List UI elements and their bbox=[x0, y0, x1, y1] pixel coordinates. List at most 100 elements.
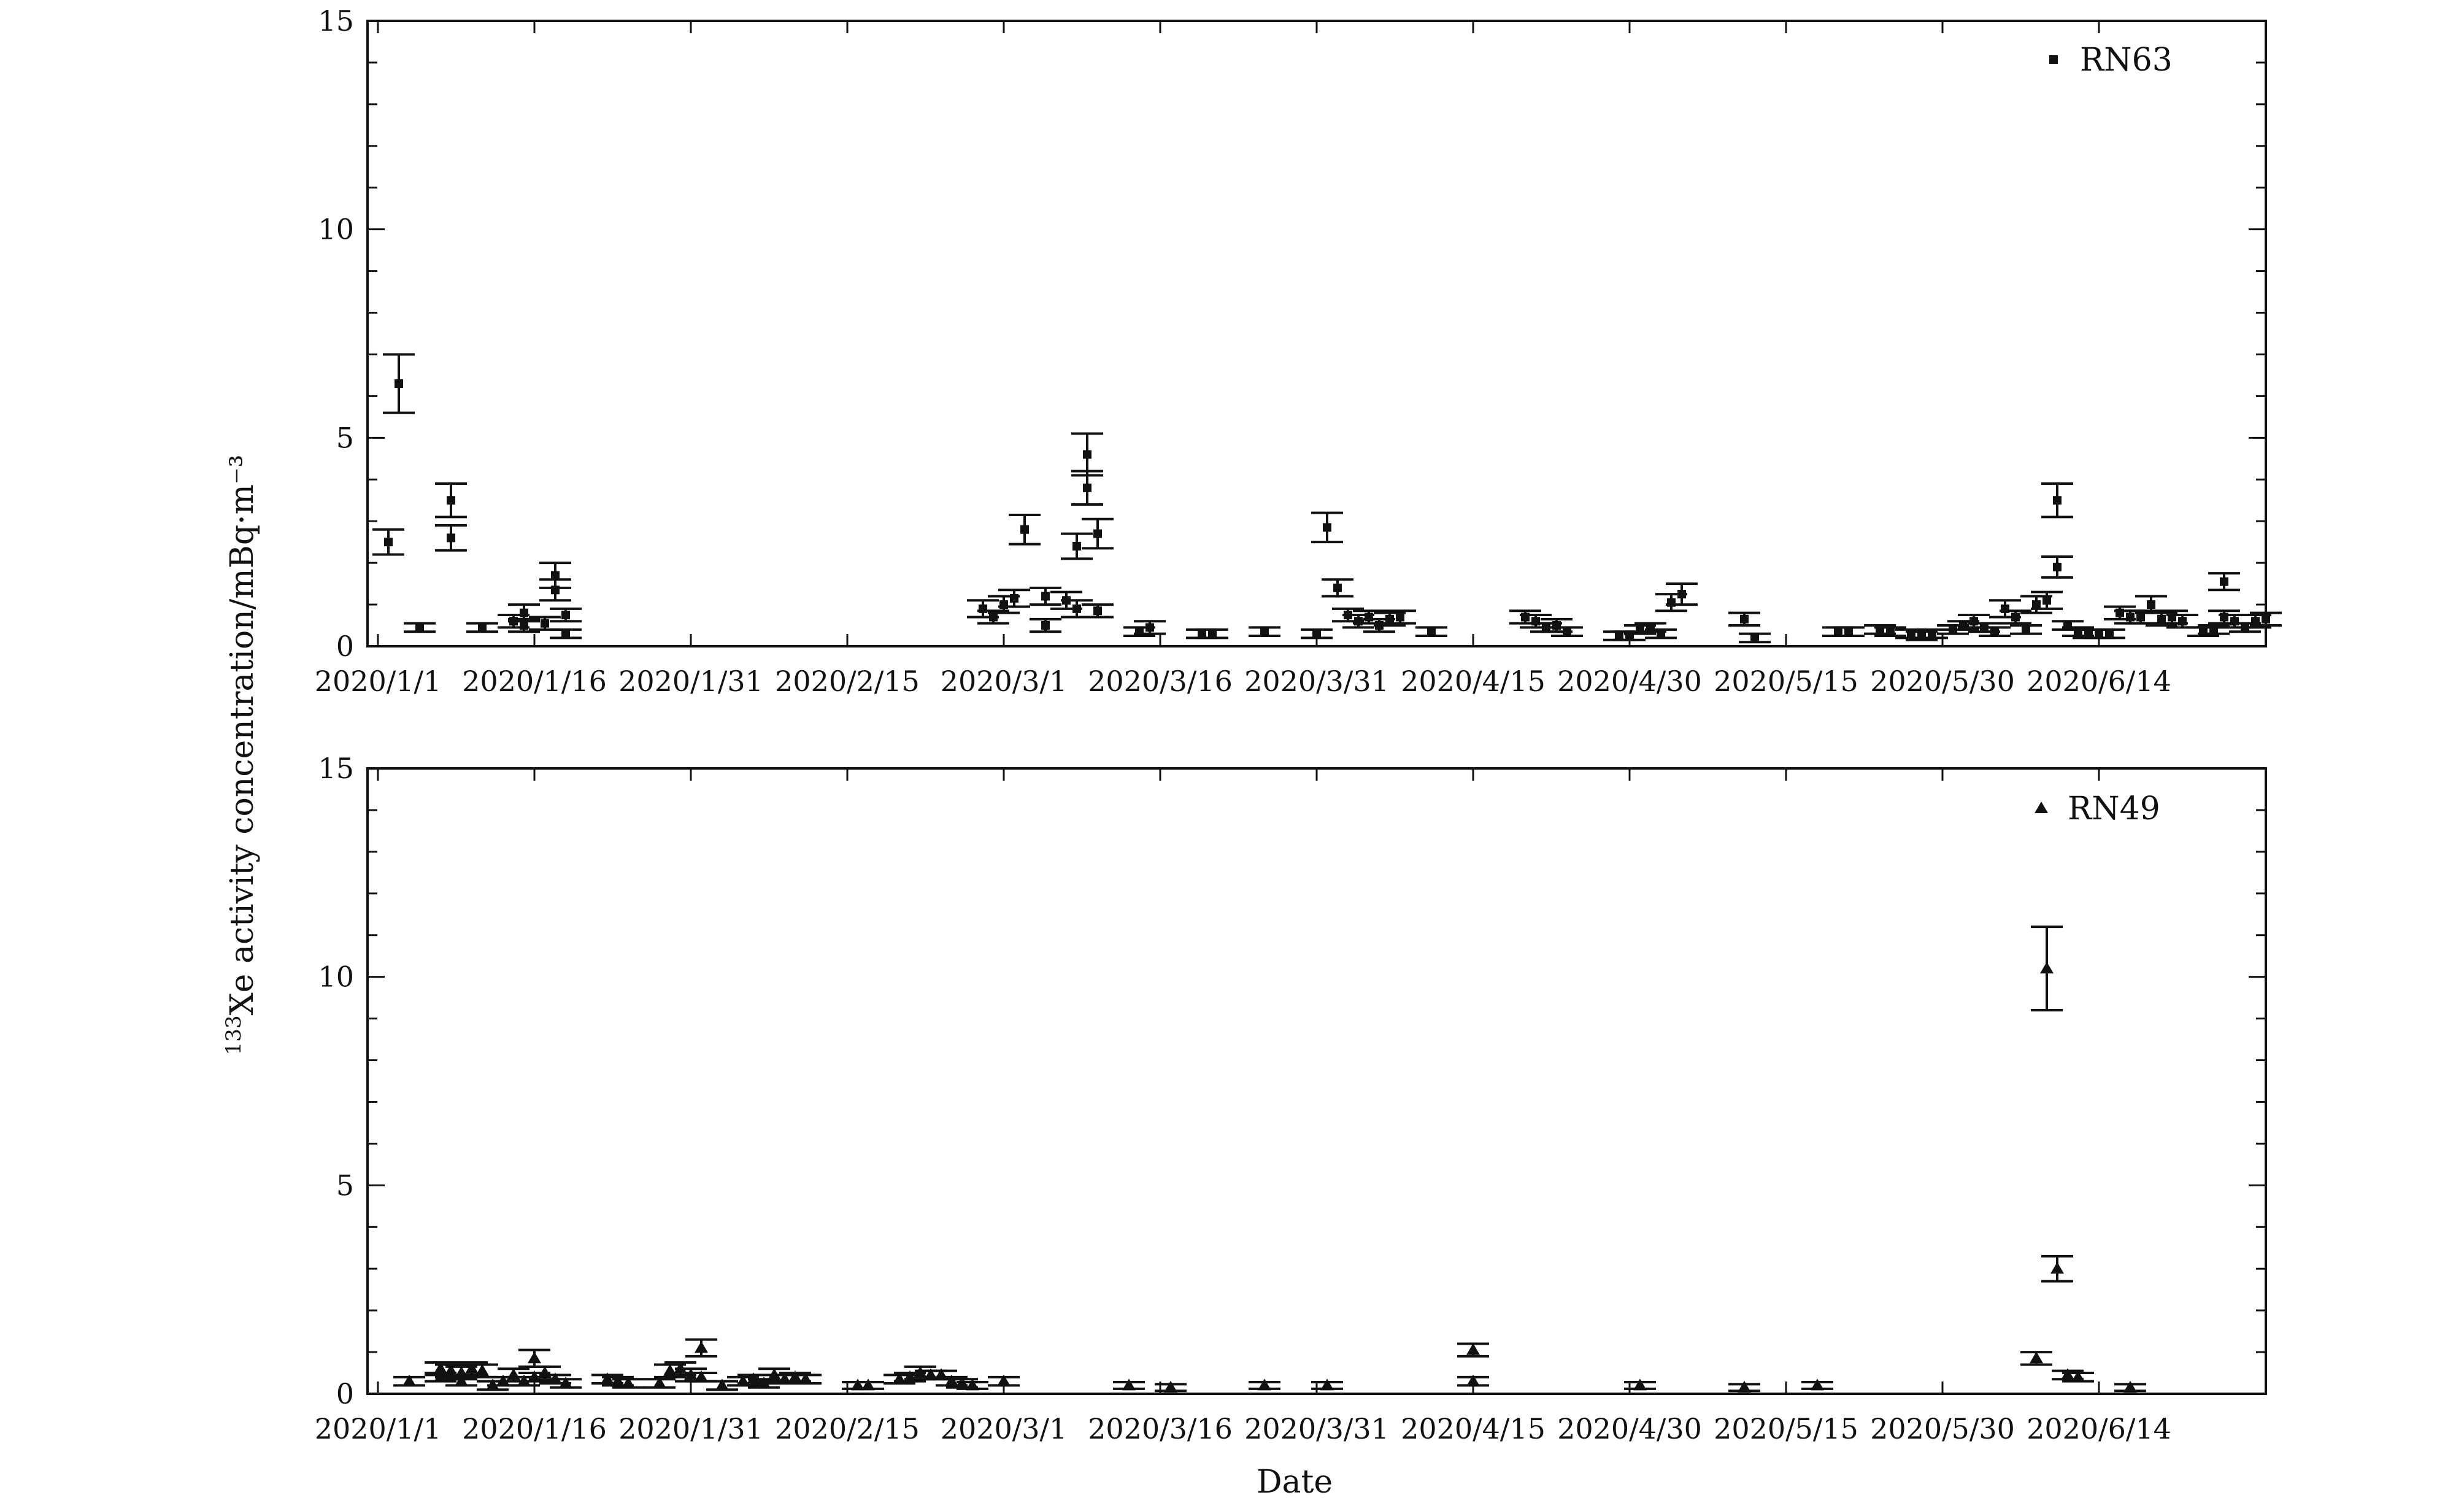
data-point bbox=[1738, 1380, 1751, 1393]
data-point bbox=[1615, 632, 1623, 641]
x-tick-label: 2020/3/31 bbox=[1244, 665, 1389, 698]
data-point bbox=[559, 1377, 572, 1389]
data-point bbox=[1198, 629, 1206, 638]
data-point bbox=[1466, 1374, 1480, 1386]
data-point bbox=[2251, 617, 2260, 626]
data-point bbox=[2220, 577, 2228, 586]
data-point bbox=[2095, 629, 2103, 638]
x-tick-label: 2020/5/15 bbox=[1714, 665, 1858, 698]
data-point bbox=[2011, 613, 2020, 622]
data-point bbox=[447, 496, 455, 505]
panel-rn49: 0 5 10 15 2020/1/1 2020/1/16 2020/1/31 2020/2/1… bbox=[315, 752, 2267, 1445]
data-point bbox=[1164, 1380, 1177, 1393]
data-point bbox=[1633, 1378, 1647, 1391]
data-point bbox=[715, 1378, 729, 1391]
data-point bbox=[2050, 1262, 2064, 1274]
data-point bbox=[1990, 627, 1999, 636]
data-point bbox=[653, 1377, 666, 1389]
data-point bbox=[1333, 583, 1342, 592]
panel-rn63: 0 5 10 15 2020/1/1 2020/1/16 2020/1/31 2020/2/1… bbox=[315, 4, 2282, 698]
data-point bbox=[1657, 629, 1665, 638]
data-point bbox=[1041, 592, 1050, 601]
plot-frame bbox=[366, 20, 2267, 647]
data-point bbox=[2157, 614, 2166, 624]
data-point bbox=[1323, 523, 1331, 532]
data-point bbox=[551, 571, 560, 580]
x-tick-label: 2020/4/30 bbox=[1557, 665, 1702, 698]
data-point bbox=[520, 621, 528, 630]
data-point bbox=[475, 1364, 489, 1376]
x-tick-label: 2020/3/16 bbox=[1088, 1412, 1233, 1445]
data-point bbox=[1072, 541, 1081, 551]
y-tick-label: 15 bbox=[318, 752, 354, 785]
legend-marker bbox=[2035, 802, 2048, 813]
data-point bbox=[455, 1374, 468, 1386]
data-point bbox=[1083, 450, 1091, 459]
data-point bbox=[447, 533, 455, 543]
x-tick-label: 2020/3/31 bbox=[1244, 1412, 1389, 1445]
x-tick-label: 2020/1/1 bbox=[315, 1412, 442, 1445]
x-tick-label: 2020/1/31 bbox=[618, 665, 763, 698]
data-point bbox=[2123, 1380, 2137, 1393]
data-point bbox=[561, 611, 570, 620]
data-point bbox=[395, 379, 403, 388]
y-axis-title: 133Xe activity concentration/mBq·m⁻³ bbox=[221, 455, 261, 1056]
data-point bbox=[2126, 613, 2135, 622]
data-point bbox=[434, 1362, 447, 1374]
data-point bbox=[1928, 629, 1936, 638]
data-point bbox=[1083, 483, 1091, 492]
x-tick-label: 2020/5/30 bbox=[1870, 665, 2015, 698]
legend-label: RN63 bbox=[2080, 42, 2173, 79]
data-point bbox=[1740, 614, 1749, 624]
data-point bbox=[1010, 593, 1018, 603]
data-point bbox=[2084, 629, 2093, 638]
data-point bbox=[384, 538, 393, 547]
x-tick-label: 2020/4/15 bbox=[1401, 1412, 1546, 1445]
data-point bbox=[1145, 623, 1154, 632]
data-point bbox=[861, 1378, 875, 1391]
x-tick-label: 2020/5/30 bbox=[1870, 1412, 2015, 1445]
data-point bbox=[2178, 617, 2187, 626]
y-tick-label: 5 bbox=[336, 421, 354, 454]
x-tick-label: 2020/1/1 bbox=[315, 665, 442, 698]
data-point bbox=[2209, 625, 2218, 634]
data-point bbox=[561, 629, 570, 638]
data-point bbox=[1466, 1343, 1480, 1355]
data-point bbox=[444, 1364, 458, 1376]
data-point bbox=[1093, 606, 1102, 616]
data-point bbox=[695, 1341, 708, 1353]
x-tick-label: 2020/3/1 bbox=[941, 1412, 1068, 1445]
data-point bbox=[2105, 629, 2114, 638]
y-tick-label: 0 bbox=[336, 1377, 354, 1410]
data-point bbox=[1122, 1378, 1136, 1391]
data-point bbox=[1563, 627, 1571, 636]
data-point bbox=[1312, 629, 1321, 638]
data-point bbox=[695, 1370, 708, 1382]
data-point bbox=[1258, 1378, 1271, 1391]
data-point bbox=[2040, 962, 2054, 974]
x-tick-label: 2020/3/1 bbox=[941, 665, 1068, 698]
data-point bbox=[1093, 529, 1102, 538]
data-point bbox=[2136, 613, 2145, 622]
data-point bbox=[622, 1377, 635, 1389]
data-point bbox=[1396, 613, 1404, 622]
data-point bbox=[1427, 627, 1436, 636]
data-point bbox=[1320, 1378, 1334, 1391]
x-tick-label: 2020/6/14 bbox=[2027, 1412, 2171, 1445]
y-tick-label: 15 bbox=[318, 4, 354, 37]
data-point bbox=[1750, 633, 1759, 643]
x-tick-label: 2020/5/15 bbox=[1714, 1412, 1858, 1445]
data-point bbox=[2042, 596, 2051, 605]
x-tick-label: 2020/6/14 bbox=[2027, 665, 2171, 698]
data-point bbox=[2022, 625, 2030, 634]
data-point bbox=[528, 1351, 541, 1364]
x-tick-label: 2020/1/31 bbox=[618, 1412, 763, 1445]
data-point bbox=[478, 623, 487, 632]
x-tick-label: 2020/1/16 bbox=[462, 665, 607, 698]
y-axis-title-superscript: 133 bbox=[221, 1015, 246, 1055]
data-point bbox=[1385, 614, 1394, 624]
data-point bbox=[663, 1364, 677, 1376]
x-tick-label: 2020/2/15 bbox=[775, 1412, 920, 1445]
